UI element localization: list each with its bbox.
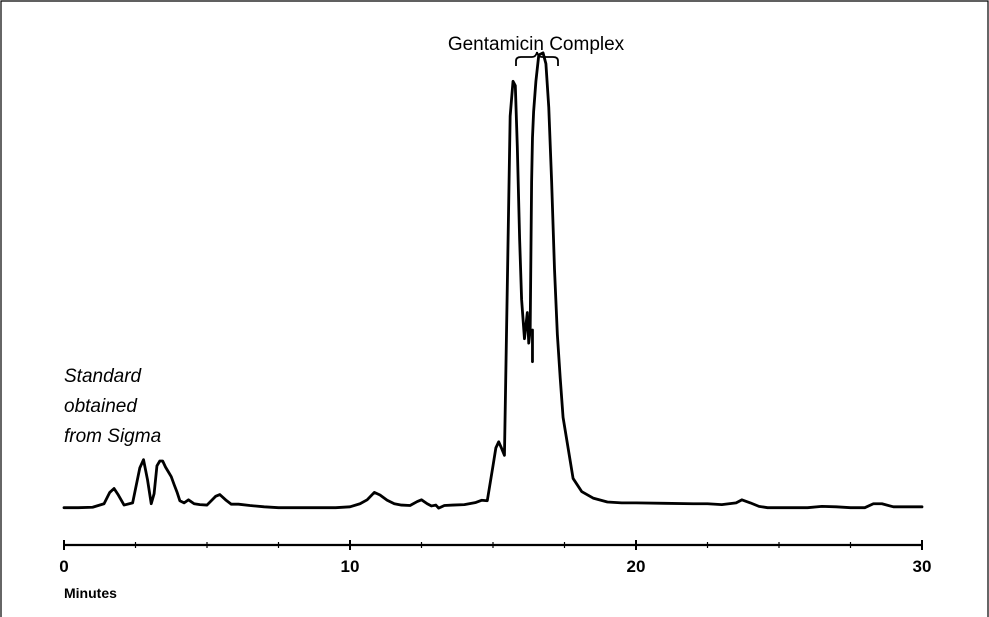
x-axis-tick-labels: 0 10 20 30 <box>59 557 931 576</box>
x-tick-label: 10 <box>341 557 360 576</box>
x-axis-ticks <box>63 540 923 550</box>
peak-annotation-brace <box>515 51 559 66</box>
sample-annotation-line-2: obtained <box>64 396 138 417</box>
sample-annotation-line-1: Standard <box>64 366 143 387</box>
chromatogram-trace <box>62 51 924 510</box>
sample-annotation: Standard obtained from Sigma <box>64 366 161 447</box>
x-axis-label: Minutes <box>64 585 117 601</box>
peak-annotation-label: Gentamicin Complex <box>448 34 625 55</box>
x-tick-label: 30 <box>913 557 932 576</box>
series-line-0 <box>62 51 924 510</box>
x-tick-label: 20 <box>627 557 646 576</box>
sample-annotation-line-3: from Sigma <box>64 426 161 447</box>
x-tick-label: 0 <box>59 557 68 576</box>
